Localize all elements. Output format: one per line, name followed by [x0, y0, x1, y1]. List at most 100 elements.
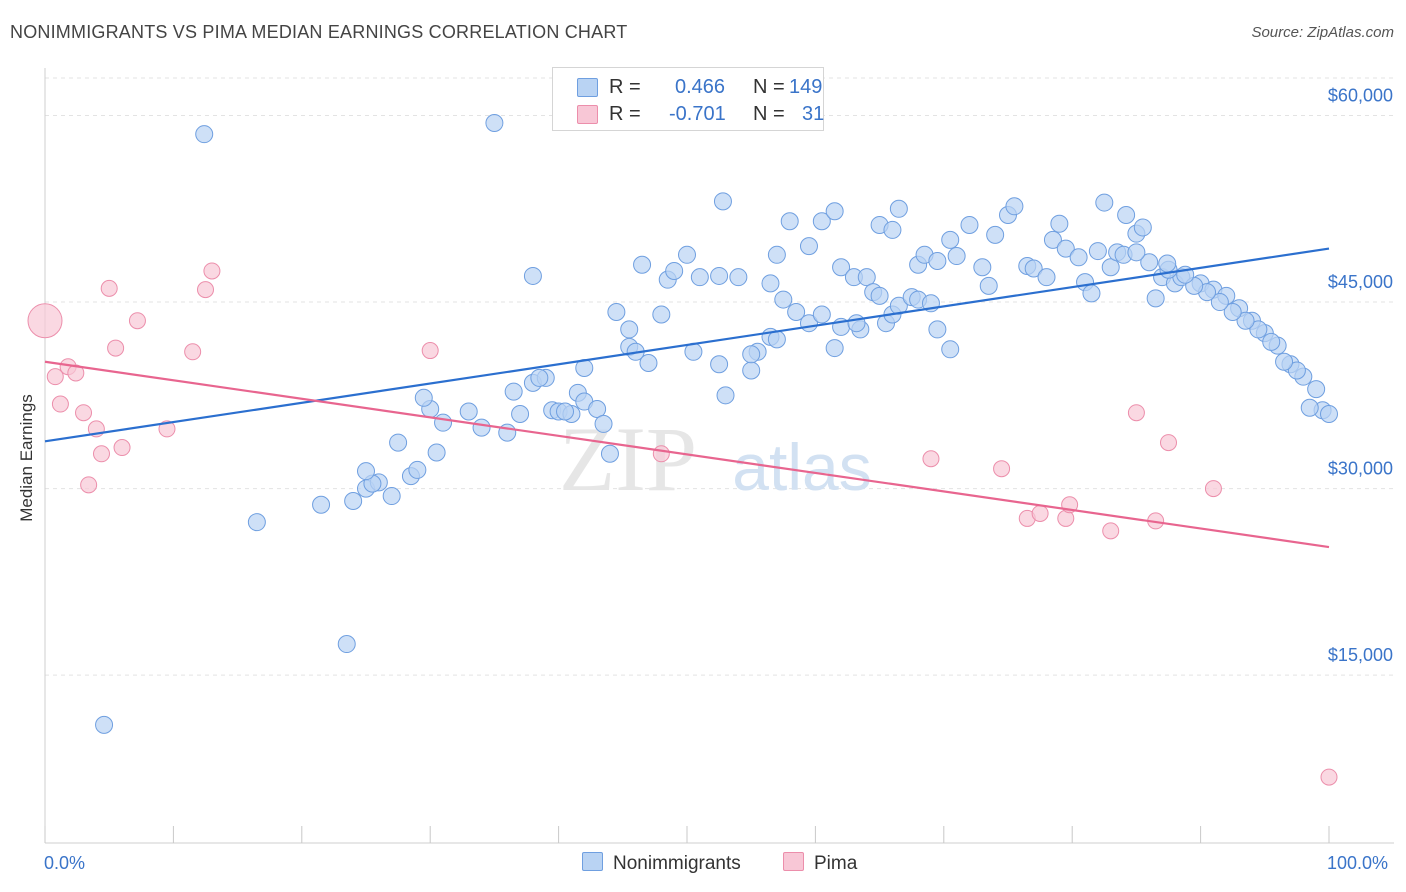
nonimmigrants-point [414, 388, 433, 407]
nonimmigrants-point [1320, 404, 1338, 423]
nonimmigrants-point [408, 460, 427, 479]
nonimmigrants-point [960, 215, 979, 234]
source-label: Source: ZipAtlas.com [1251, 24, 1394, 41]
bottom-legend-swatch-pima [783, 852, 804, 871]
nonimmigrants-point [1223, 303, 1242, 322]
nonimmigrants-point [530, 368, 549, 387]
pima-point [993, 460, 1011, 478]
nonimmigrants-point [832, 258, 851, 277]
nonimmigrants-point [472, 418, 491, 437]
pima-point [80, 476, 98, 494]
nonimmigrants-point [928, 252, 947, 271]
nonimmigrants-point [812, 212, 831, 231]
nonimmigrants-point [729, 268, 748, 287]
pima-points [27, 262, 1338, 786]
nonimmigrants-trend-line [44, 247, 1330, 443]
correlation-legend: R = 0.466 N = 149 R = -0.701 N = 31 [552, 67, 824, 131]
nonimmigrants-point [1088, 242, 1107, 261]
nonimmigrants-point [870, 286, 889, 305]
nonimmigrants-point [1050, 214, 1069, 233]
nonimmigrants-point [941, 340, 960, 359]
nonimmigrants-point [1300, 398, 1319, 417]
bottom-legend-nonimmigrants: Nonimmigrants [582, 852, 741, 875]
nonimmigrants-point [742, 361, 761, 380]
nonimmigrants-point [947, 247, 966, 266]
nonimmigrants-point [979, 276, 998, 295]
nonimmigrants-point [678, 245, 696, 264]
watermark: ZIP atlas [559, 408, 872, 510]
nonimmigrants-point [1146, 289, 1165, 308]
nonimmigrants-point [1117, 206, 1136, 225]
nonimmigrants-point [1287, 361, 1306, 380]
y-tick-label: $60,000 [1328, 86, 1393, 106]
pima-point [1102, 522, 1120, 540]
x-tick-label-max: 100.0% [1327, 853, 1389, 873]
nonimmigrants-point [1005, 197, 1024, 216]
pima-point [75, 404, 93, 422]
pima-point [46, 368, 64, 386]
legend-r-label: R = [609, 76, 641, 98]
nonimmigrants-point [1082, 284, 1101, 303]
pima-point [1031, 504, 1049, 522]
nonimmigrants-point [594, 414, 613, 433]
nonimmigrants-point [716, 386, 735, 405]
y-tick-labels: $15,000 $30,000 $45,000 $60,000 [1328, 86, 1393, 666]
nonimmigrants-point [710, 355, 729, 374]
nonimmigrants-point [427, 443, 446, 462]
y-tick-label: $45,000 [1328, 272, 1393, 292]
pima-point [158, 420, 176, 438]
legend-n-value-nonimmigrants: 149 [789, 76, 823, 98]
y-tick-label: $15,000 [1328, 645, 1393, 665]
legend-r-value-nonimmigrants: 0.466 [675, 76, 726, 98]
nonimmigrants-point [459, 402, 478, 421]
y-axis-label: Median Earnings [17, 394, 36, 522]
chart-title: NONIMMIGRANTS VS PIMA MEDIAN EARNINGS CO… [10, 22, 628, 42]
nonimmigrants-point [825, 339, 844, 358]
nonimmigrants-point [1236, 311, 1255, 330]
nonimmigrants-point [247, 513, 266, 532]
pima-point [107, 339, 125, 357]
nonimmigrants-point [633, 255, 652, 274]
nonimmigrants-point [1210, 293, 1229, 312]
nonimmigrants-point [710, 266, 729, 285]
nonimmigrants-point [1262, 332, 1281, 351]
nonimmigrants-point [973, 258, 992, 277]
nonimmigrants-point [382, 487, 401, 506]
nonimmigrants-point [504, 382, 523, 401]
nonimmigrants-point [889, 296, 908, 315]
watermark-atlas: atlas [732, 430, 871, 504]
pima-point [113, 439, 131, 457]
nonimmigrants-point [434, 413, 453, 432]
pima-swatch [577, 105, 598, 124]
watermark-zip: ZIP [559, 408, 697, 510]
pima-point [1160, 434, 1177, 452]
gridlines [45, 77, 1394, 676]
bottom-legend-pima: Pima [783, 852, 857, 875]
nonimmigrants-point [511, 404, 530, 423]
nonimmigrants-point [761, 274, 780, 293]
pima-point [652, 445, 670, 463]
nonimmigrants-point [1249, 320, 1268, 339]
nonimmigrants-point [1101, 258, 1120, 277]
nonimmigrants-point [1127, 243, 1146, 262]
nonimmigrants-point [1069, 248, 1088, 267]
bottom-legend-swatch-nonimmigrants [582, 852, 603, 871]
pima-point [1127, 404, 1145, 422]
pima-point [197, 281, 214, 299]
nonimmigrants-point [825, 202, 844, 221]
nonimmigrants-point [889, 199, 908, 218]
nonimmigrants-point [787, 303, 806, 322]
nonimmigrants-point [767, 245, 786, 264]
pima-point [203, 262, 221, 280]
legend-r-value-pima: -0.701 [669, 103, 726, 125]
nonimmigrants-point [344, 492, 363, 511]
nonimmigrants-point [523, 266, 542, 285]
nonimmigrants-point [883, 220, 902, 239]
nonimmigrants-point [1140, 253, 1159, 272]
nonimmigrants-point [337, 635, 356, 654]
nonimmigrants-point [1043, 230, 1062, 249]
nonimmigrants-point [95, 715, 114, 734]
pima-point [51, 395, 69, 413]
legend-n-label: N = [753, 76, 785, 98]
